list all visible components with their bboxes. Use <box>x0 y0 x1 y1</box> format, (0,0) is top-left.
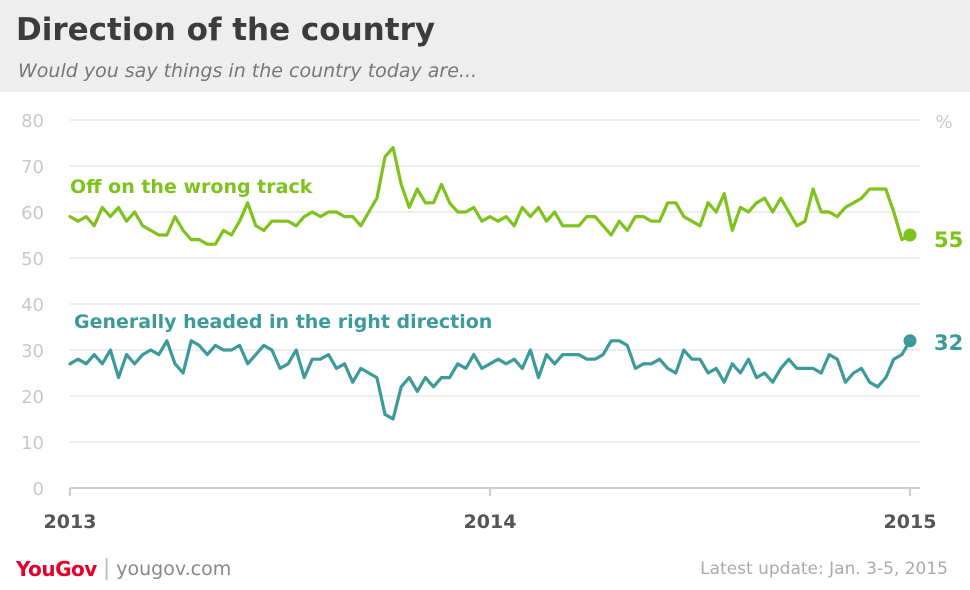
yougov-brand: You Gov | yougov.com <box>16 556 231 581</box>
latest-update: Latest update: Jan. 3-5, 2015 <box>700 559 948 579</box>
line-chart: 0 10 20 30 40 50 60 70 80 % 2013 2014 2015 Off on … <box>21 111 963 533</box>
y-tick-10: 10 <box>21 433 44 454</box>
brand-separator: | <box>102 556 111 581</box>
y-tick-70: 70 <box>21 157 44 178</box>
series-layer <box>68 145 917 421</box>
end-marker-wrong-track <box>903 228 917 242</box>
grid-layer <box>70 119 920 443</box>
end-marker-right-direction <box>903 334 917 348</box>
x-tick-2015: 2015 <box>884 511 937 533</box>
y-tick-40: 40 <box>21 295 44 316</box>
end-value-wrong-track: 55 <box>934 228 963 252</box>
y-tick-0: 0 <box>33 479 44 500</box>
y-tick-labels: 0 10 20 30 40 50 60 70 80 <box>21 111 44 500</box>
x-axis: 2013 2014 2015 <box>44 487 937 533</box>
series-line-right-direction <box>68 339 912 421</box>
y-tick-30: 30 <box>21 341 44 362</box>
chart-subtitle: Would you say things in the country toda… <box>18 60 478 82</box>
logo-you: You <box>16 556 56 581</box>
x-tick-2014: 2014 <box>464 511 517 533</box>
logo-gov: Gov <box>55 556 97 581</box>
series-label-wrong-track: Off on the wrong track <box>70 176 313 198</box>
header-band: Direction of the country Would you say t… <box>0 0 970 92</box>
unit-label: % <box>935 112 952 133</box>
y-tick-80: 80 <box>21 111 44 132</box>
y-tick-50: 50 <box>21 249 44 270</box>
series-line-wrong-track <box>68 145 912 246</box>
series-labels: Off on the wrong track Generally headed … <box>70 176 963 355</box>
y-tick-20: 20 <box>21 387 44 408</box>
series-label-right-direction: Generally headed in the right direction <box>74 311 492 333</box>
end-value-right-direction: 32 <box>934 331 963 355</box>
y-tick-60: 60 <box>21 203 44 224</box>
chart-title: Direction of the country <box>16 12 436 48</box>
brand-url: yougov.com <box>116 557 232 580</box>
x-tick-2013: 2013 <box>44 511 97 533</box>
